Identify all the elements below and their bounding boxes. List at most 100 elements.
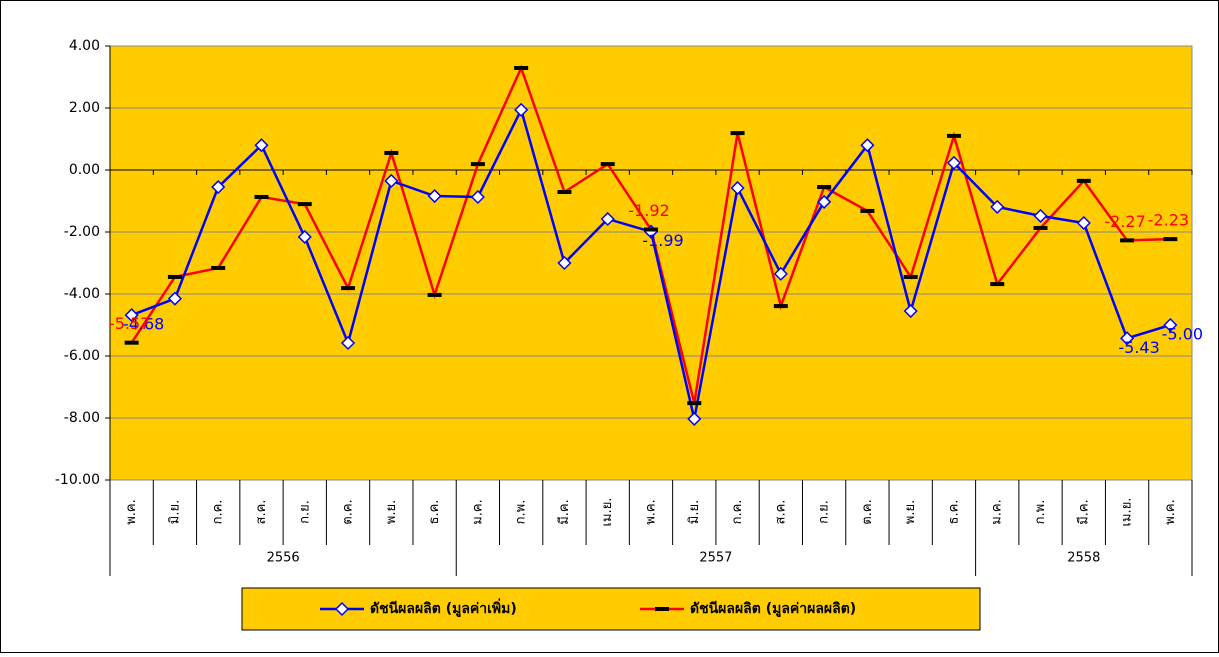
marker [817, 194, 832, 209]
x-tick-label: มิ.ย. [687, 500, 702, 524]
legend-box [241, 587, 981, 631]
marker [730, 131, 745, 136]
x-tick-label: มี.ค. [556, 499, 572, 525]
y-tick-label: 4.00 [69, 38, 100, 54]
marker [1076, 215, 1091, 231]
marker [340, 335, 356, 351]
marker [903, 274, 918, 279]
marker [687, 401, 702, 406]
legend-marker [655, 607, 669, 611]
marker [384, 173, 399, 188]
marker [167, 291, 182, 306]
x-tick-label: พ.ค. [124, 499, 139, 525]
marker [990, 282, 1005, 287]
y-tick-label: -10.00 [55, 472, 100, 488]
marker [644, 227, 658, 232]
marker [990, 199, 1005, 214]
marker [384, 150, 399, 155]
marker [1033, 225, 1048, 230]
x-tick-label: ก.ย. [817, 500, 832, 524]
marker [557, 190, 572, 195]
marker [1163, 237, 1178, 242]
x-tick-label: ก.พ. [514, 500, 529, 525]
marker [1076, 178, 1091, 183]
marker [254, 194, 269, 199]
x-tick-label: ก.พ. [1033, 500, 1048, 525]
marker [514, 102, 529, 117]
marker [470, 189, 485, 205]
x-tick-label: ส.ค. [773, 500, 788, 525]
y-tick-label: 2.00 [69, 100, 100, 116]
x-tick-label: พ.ย. [384, 500, 399, 524]
marker [817, 185, 832, 190]
group-label: 2556 [267, 551, 300, 566]
marker [773, 304, 788, 309]
x-tick-label: ธ.ค. [946, 500, 961, 525]
marker [124, 340, 139, 345]
x-tick-label: พ.ย. [903, 500, 918, 524]
legend-label: ดัชนีผลผลิต (มูลค่าเพิ่ม) [370, 598, 517, 617]
marker [1120, 238, 1135, 243]
x-tick-label: เม.ย. [600, 498, 615, 527]
marker [427, 292, 442, 297]
data-label: -5.43 [1118, 338, 1159, 357]
marker [730, 180, 745, 196]
group-label: 2557 [699, 551, 732, 566]
data-label: -4.68 [123, 315, 164, 334]
marker [600, 211, 615, 227]
marker [946, 133, 961, 138]
marker [1033, 208, 1048, 223]
marker [1120, 331, 1135, 346]
x-tick-label: มี.ค. [1075, 499, 1091, 525]
marker [1163, 317, 1178, 333]
x-tick-label: ก.ย. [297, 500, 312, 524]
x-tick-label: ม.ค. [990, 499, 1005, 525]
marker [254, 138, 269, 153]
x-tick-label: ก.ค. [730, 500, 745, 525]
marker [557, 255, 572, 271]
marker [297, 202, 312, 207]
data-label: -5.00 [1162, 325, 1203, 344]
marker [124, 308, 139, 323]
y-tick-label: -6.00 [64, 348, 100, 364]
x-tick-label: พ.ค. [1163, 499, 1178, 525]
x-tick-label: เม.ย. [1120, 498, 1135, 527]
data-label: -1.92 [628, 201, 669, 220]
marker [211, 179, 226, 195]
legend-marker [334, 601, 350, 617]
marker [167, 274, 182, 279]
marker [860, 208, 875, 213]
y-tick-label: -4.00 [64, 286, 100, 302]
data-label: -1.99 [642, 231, 683, 250]
data-label: -2.23 [1148, 211, 1189, 230]
plot-area [109, 45, 1193, 481]
legend-label: ดัชนีผลผลิต (มูลค่าผลผลิต) [690, 601, 856, 617]
group-label: 2558 [1067, 551, 1100, 566]
marker [211, 265, 226, 270]
x-tick-label: ต.ค. [860, 499, 875, 524]
marker [514, 66, 529, 71]
marker [773, 266, 788, 281]
x-tick-label: มิ.ย. [167, 500, 182, 524]
marker [341, 286, 356, 291]
x-tick-label: ม.ค. [470, 499, 485, 525]
marker [860, 138, 875, 153]
marker [946, 155, 962, 170]
marker [297, 229, 312, 245]
y-tick-label: -8.00 [64, 410, 100, 426]
x-tick-label: ธ.ค. [427, 500, 442, 525]
marker [903, 303, 918, 319]
x-tick-label: พ.ค. [644, 499, 659, 525]
marker [427, 188, 442, 204]
data-label: -2.27 [1104, 212, 1145, 231]
marker [600, 162, 615, 167]
x-tick-label: ส.ค. [254, 500, 269, 525]
marker [687, 411, 702, 426]
marker [470, 162, 485, 167]
x-tick-label: ก.ค. [211, 500, 226, 525]
y-tick-label: 0.00 [69, 162, 100, 178]
x-tick-label: ต.ค. [341, 499, 356, 524]
data-label: -5.57 [109, 314, 150, 333]
y-tick-label: -2.00 [64, 224, 100, 240]
